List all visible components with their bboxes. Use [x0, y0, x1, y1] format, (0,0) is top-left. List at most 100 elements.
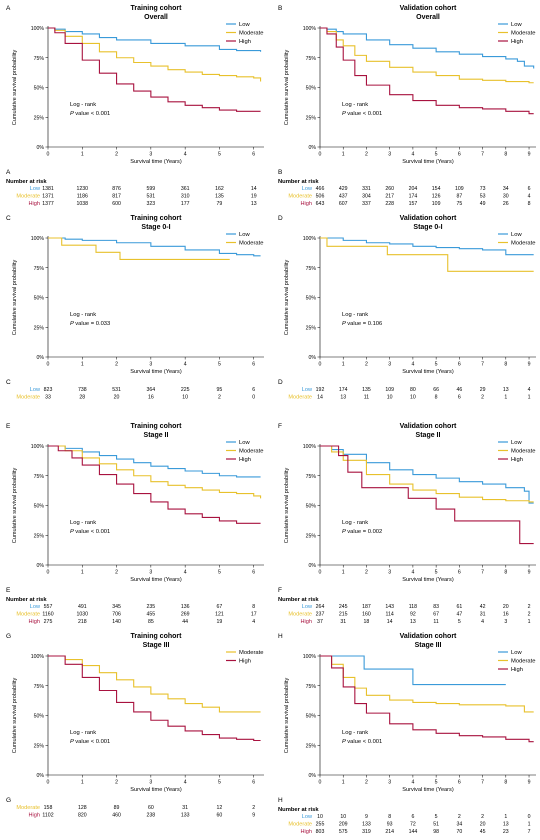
risk-cell: 19 [251, 194, 257, 200]
panel-letter: F [278, 423, 282, 430]
legend-label-moderate: Moderate [239, 241, 264, 247]
curve-moderate [48, 655, 261, 713]
y-tick-label: 75% [34, 266, 45, 272]
curve-low [320, 655, 506, 686]
risk-cell: 31 [182, 805, 188, 811]
risk-cell: 18 [364, 619, 370, 625]
risk-table-title: Number at risk [278, 807, 319, 813]
risk-row-label-low: Low [302, 186, 313, 192]
y-tick-label: 50% [306, 504, 317, 510]
risk-table-title: Number at risk [278, 597, 319, 603]
risk-cell: 13 [410, 619, 416, 625]
risk-row-label-moderate: Moderate [16, 805, 40, 811]
y-tick-label: 0% [37, 355, 45, 361]
risk-cell: 319 [362, 829, 371, 835]
y-tick-label: 75% [306, 266, 317, 272]
risk-cell: 140 [112, 619, 121, 625]
curve-low [320, 445, 534, 504]
x-tick-label: 2 [365, 570, 368, 576]
risk-cell: 33 [45, 395, 51, 401]
risk-row-label-low: Low [302, 814, 313, 820]
x-axis-label: Survival time (Years) [402, 369, 454, 375]
risk-cell: 0 [528, 814, 531, 820]
y-tick-label: 25% [306, 743, 317, 749]
x-tick-label: 6 [458, 780, 461, 786]
risk-cell: 13 [340, 395, 346, 401]
risk-cell: 4 [252, 619, 255, 625]
x-tick-label: 9 [528, 362, 531, 368]
curve-moderate [48, 237, 230, 260]
x-tick-label: 5 [218, 362, 221, 368]
risk-cell: 225 [181, 387, 190, 393]
curve-low [48, 27, 262, 52]
risk-cell: 51 [433, 822, 439, 828]
risk-cell: 31 [340, 619, 346, 625]
p-value-text: value < 0.001 [75, 111, 110, 117]
x-axis-label: Survival time (Years) [402, 577, 454, 583]
risk-cell: 2 [481, 814, 484, 820]
risk-row-label-high: High [300, 829, 312, 835]
risk-cell: 109 [455, 186, 464, 192]
risk-cell: 209 [339, 822, 348, 828]
risk-cell: 264 [316, 604, 325, 610]
panel-letter: D [278, 215, 283, 222]
risk-cell: 260 [385, 186, 394, 192]
y-tick-label: 25% [306, 533, 317, 539]
risk-cell: 2 [481, 395, 484, 401]
y-tick-label: 100% [303, 26, 317, 32]
risk-cell: 135 [215, 194, 224, 200]
legend-label-moderate: Moderate [511, 659, 536, 665]
risk-row-label-moderate: Moderate [288, 194, 312, 200]
risk-cell: 144 [409, 829, 418, 835]
risk-cell: 245 [339, 604, 348, 610]
risk-cell: 174 [409, 194, 418, 200]
risk-cell: 10 [317, 814, 323, 820]
risk-cell: 214 [385, 829, 394, 835]
panel-a: A Training cohort Overall 0% 25% 50% 75% 100% Cu… [6, 5, 264, 207]
y-axis-label: Cumulative survival probability [12, 468, 18, 544]
legend-label-moderate: Moderate [511, 31, 536, 37]
risk-cell: 30 [503, 194, 509, 200]
risk-cell: 87 [456, 194, 462, 200]
risk-cell: 8 [388, 814, 391, 820]
risk-cell: 218 [78, 619, 87, 625]
x-tick-label: 5 [218, 780, 221, 786]
legend-label-high: High [239, 457, 251, 463]
curve-high [48, 445, 261, 524]
y-tick-label: 75% [34, 684, 45, 690]
x-tick-label: 0 [47, 362, 50, 368]
x-tick-label: 2 [115, 152, 118, 158]
legend-label-high: High [239, 39, 251, 45]
risk-cell: 11 [364, 395, 369, 401]
p-value-text: value < 0.001 [75, 739, 110, 745]
x-axis-label: Survival time (Years) [130, 787, 182, 793]
x-tick-label: 1 [342, 780, 345, 786]
risk-cell: 803 [316, 829, 325, 835]
risk-cell: 126 [432, 194, 441, 200]
x-tick-label: 7 [481, 780, 484, 786]
risk-cell: 1160 [42, 612, 53, 618]
x-tick-label: 8 [504, 362, 507, 368]
risk-cell: 4 [481, 619, 484, 625]
risk-cell: 34 [456, 822, 462, 828]
risk-row-label-low: Low [302, 387, 313, 393]
risk-cell: 72 [410, 822, 416, 828]
x-tick-label: 8 [504, 780, 507, 786]
x-tick-label: 5 [435, 570, 438, 576]
y-tick-label: 100% [31, 654, 45, 660]
x-tick-label: 3 [149, 570, 152, 576]
panel-e: E Training cohort Stage II 0% 25% 50% 75% 100% C… [6, 423, 264, 625]
risk-panel-letter: A [6, 169, 11, 176]
logrank-label: Log - rank [342, 312, 368, 318]
risk-cell: 37 [317, 619, 323, 625]
logrank-label: Log - rank [342, 520, 368, 526]
p-italic: P [70, 529, 75, 535]
p-italic: P [342, 529, 347, 535]
risk-cell: 162 [215, 186, 224, 192]
risk-cell: 12 [217, 805, 223, 811]
x-tick-label: 4 [411, 152, 414, 158]
panel-subtitle: Overall [144, 14, 168, 21]
risk-cell: 133 [362, 822, 371, 828]
x-tick-label: 5 [435, 152, 438, 158]
legend-label-low: Low [239, 22, 250, 28]
